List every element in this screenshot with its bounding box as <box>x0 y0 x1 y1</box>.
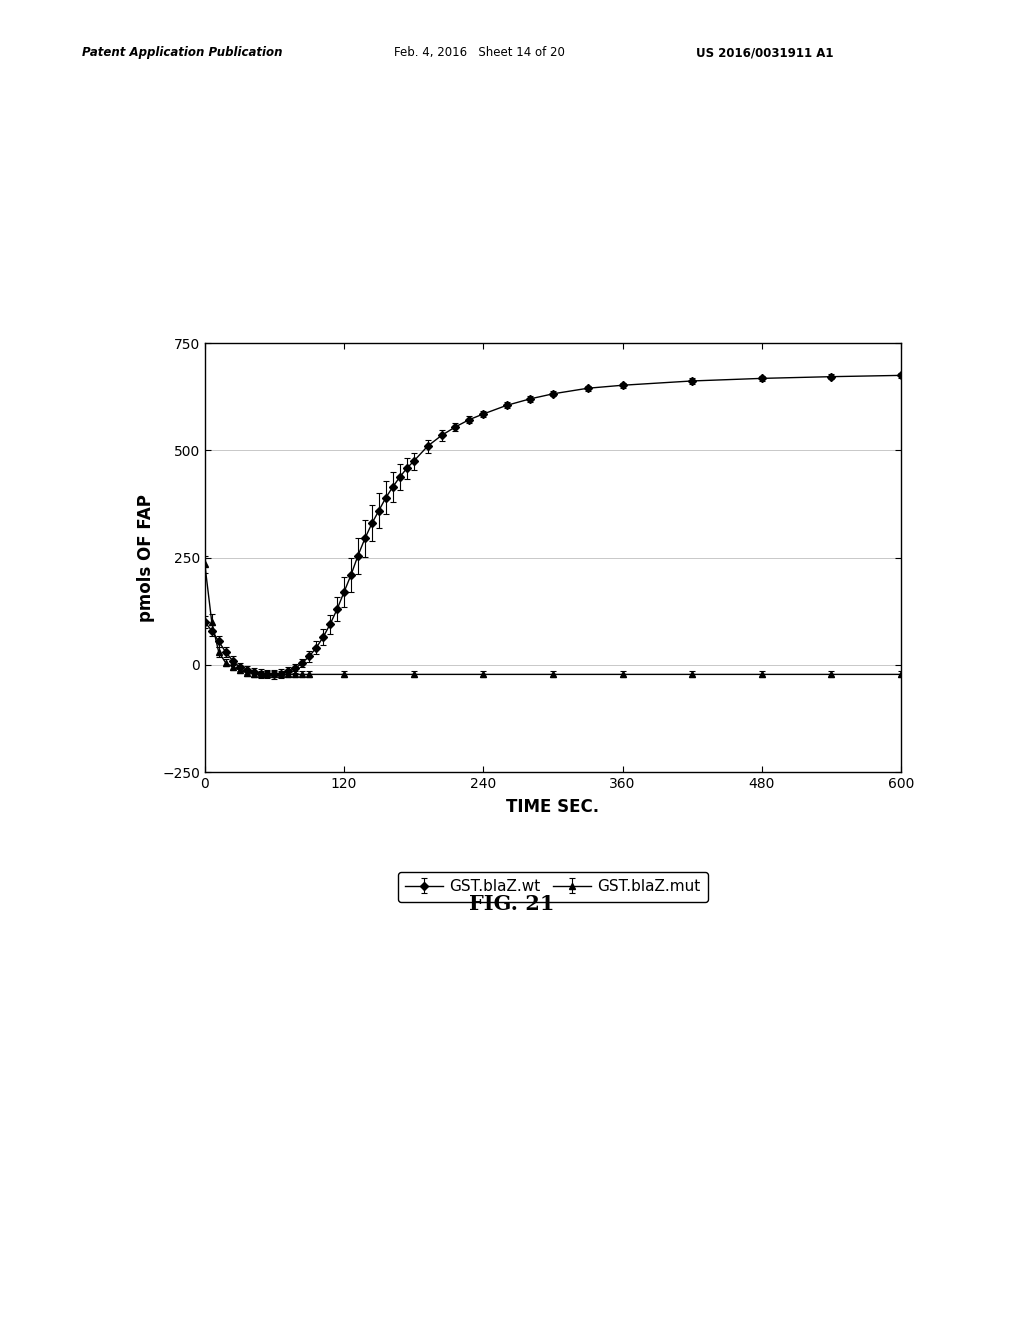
Text: Patent Application Publication: Patent Application Publication <box>82 46 283 59</box>
Legend: GST.blaZ.wt, GST.blaZ.mut: GST.blaZ.wt, GST.blaZ.mut <box>397 871 709 902</box>
X-axis label: TIME SEC.: TIME SEC. <box>507 799 599 816</box>
Text: Feb. 4, 2016   Sheet 14 of 20: Feb. 4, 2016 Sheet 14 of 20 <box>394 46 565 59</box>
Text: US 2016/0031911 A1: US 2016/0031911 A1 <box>696 46 834 59</box>
Text: FIG. 21: FIG. 21 <box>469 894 555 915</box>
Y-axis label: pmols OF FAP: pmols OF FAP <box>137 494 155 622</box>
